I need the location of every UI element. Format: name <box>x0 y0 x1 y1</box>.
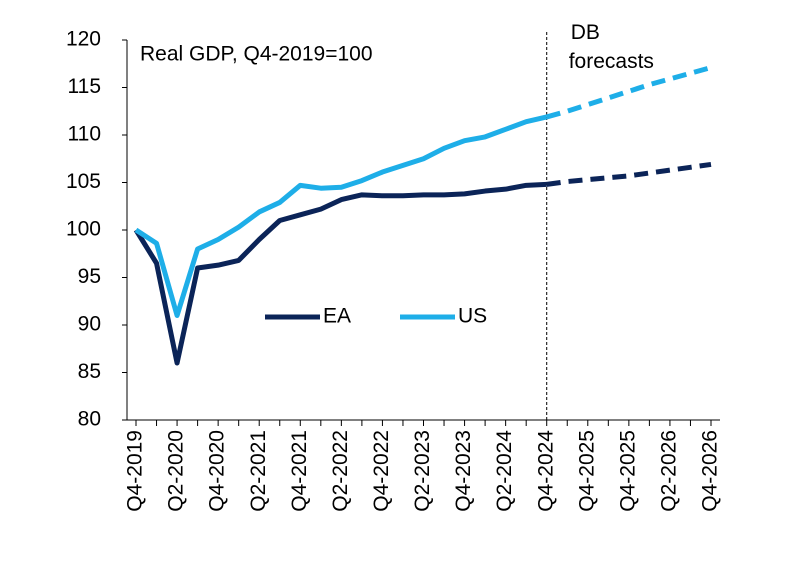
x-tick-label: Q4-2025 <box>616 430 639 512</box>
y-tick-label: 95 <box>78 265 101 288</box>
y-tick-label: 100 <box>66 218 101 241</box>
x-tick-label: Q4-2025 <box>575 430 598 512</box>
x-tick-label: Q4-2023 <box>452 430 475 512</box>
x-tick-label: Q2-2026 <box>657 430 680 512</box>
x-tick-label: Q4-2022 <box>370 430 393 512</box>
line-forecast <box>546 65 712 120</box>
y-tick-label: 90 <box>78 313 101 336</box>
line-forecast <box>546 161 712 187</box>
chart-title: Real GDP, Q4-2019=100 <box>140 43 373 66</box>
x-tick-label: Q2-2023 <box>411 430 434 512</box>
x-tick-label: Q2-2024 <box>493 430 516 512</box>
legend-label: EA <box>323 305 351 328</box>
y-tick-label: 105 <box>66 170 101 193</box>
x-tick-label: Q4-2020 <box>206 430 229 512</box>
y-tick-label: 115 <box>68 75 101 98</box>
x-tick-label: Q2-2022 <box>329 430 352 512</box>
x-tick-label: Q4-2021 <box>288 430 311 512</box>
y-tick-label: 85 <box>78 360 101 383</box>
x-tick-label: Q2-2021 <box>247 430 270 512</box>
x-tick-label: Q4-2024 <box>534 430 557 512</box>
line-actual <box>133 181 547 366</box>
legend-label: US <box>458 305 487 328</box>
x-tick-label: Q4-2019 <box>124 430 147 512</box>
y-tick-label: 80 <box>78 408 101 431</box>
x-tick-label: Q4-2026 <box>699 430 722 512</box>
x-tick-label: Q2-2020 <box>165 430 188 512</box>
forecast-label: DB forecasts <box>569 21 654 73</box>
y-tick-label: 120 <box>66 28 101 51</box>
y-tick-label: 110 <box>68 123 101 146</box>
line-actual <box>134 114 548 318</box>
